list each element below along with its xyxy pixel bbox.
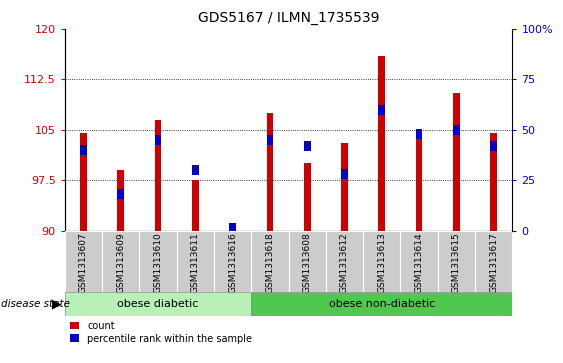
Bar [490,141,497,151]
Bar [415,129,422,139]
Bar [490,133,497,231]
Bar [400,231,438,292]
Text: GSM1313615: GSM1313615 [452,232,461,293]
Bar [102,231,139,292]
Bar [378,105,385,115]
Bar [475,231,512,292]
Text: obese non-diabetic: obese non-diabetic [329,299,435,309]
Text: ▶: ▶ [52,298,62,311]
Bar [326,231,363,292]
Bar [289,231,326,292]
Bar [177,231,214,292]
Bar [341,143,348,231]
Bar [438,231,475,292]
Bar [266,135,273,145]
Bar [80,133,87,231]
Bar [229,227,236,231]
Bar [140,231,177,292]
Text: GSM1313610: GSM1313610 [154,232,163,293]
Bar [341,169,348,179]
Bar [65,292,251,316]
Text: GSM1313609: GSM1313609 [116,232,125,293]
Bar [251,231,288,292]
Bar [65,231,102,292]
Text: GSM1313613: GSM1313613 [377,232,386,293]
Legend: count, percentile rank within the sample: count, percentile rank within the sample [70,321,252,344]
Bar [192,165,199,175]
Bar [378,56,385,231]
Bar [80,145,87,155]
Bar [453,93,460,231]
Text: GSM1313616: GSM1313616 [228,232,237,293]
Text: disease state: disease state [1,299,70,309]
Bar [266,113,273,231]
Bar [229,224,236,233]
Text: GSM1313617: GSM1313617 [489,232,498,293]
Bar [192,180,199,231]
Bar [155,135,162,145]
Bar [214,231,251,292]
Text: obese diabetic: obese diabetic [117,299,199,309]
Bar [304,141,311,151]
Bar [453,125,460,135]
Text: GSM1313618: GSM1313618 [265,232,274,293]
Text: GSM1313612: GSM1313612 [340,232,349,293]
Title: GDS5167 / ILMN_1735539: GDS5167 / ILMN_1735539 [198,11,379,25]
Bar [304,163,311,231]
Bar [363,231,400,292]
Text: GSM1313607: GSM1313607 [79,232,88,293]
Text: GSM1313611: GSM1313611 [191,232,200,293]
Bar [155,120,162,231]
Bar [117,189,124,199]
Bar [251,292,512,316]
Bar [117,170,124,231]
Text: GSM1313614: GSM1313614 [414,232,423,293]
Text: GSM1313608: GSM1313608 [303,232,312,293]
Bar [415,133,422,231]
